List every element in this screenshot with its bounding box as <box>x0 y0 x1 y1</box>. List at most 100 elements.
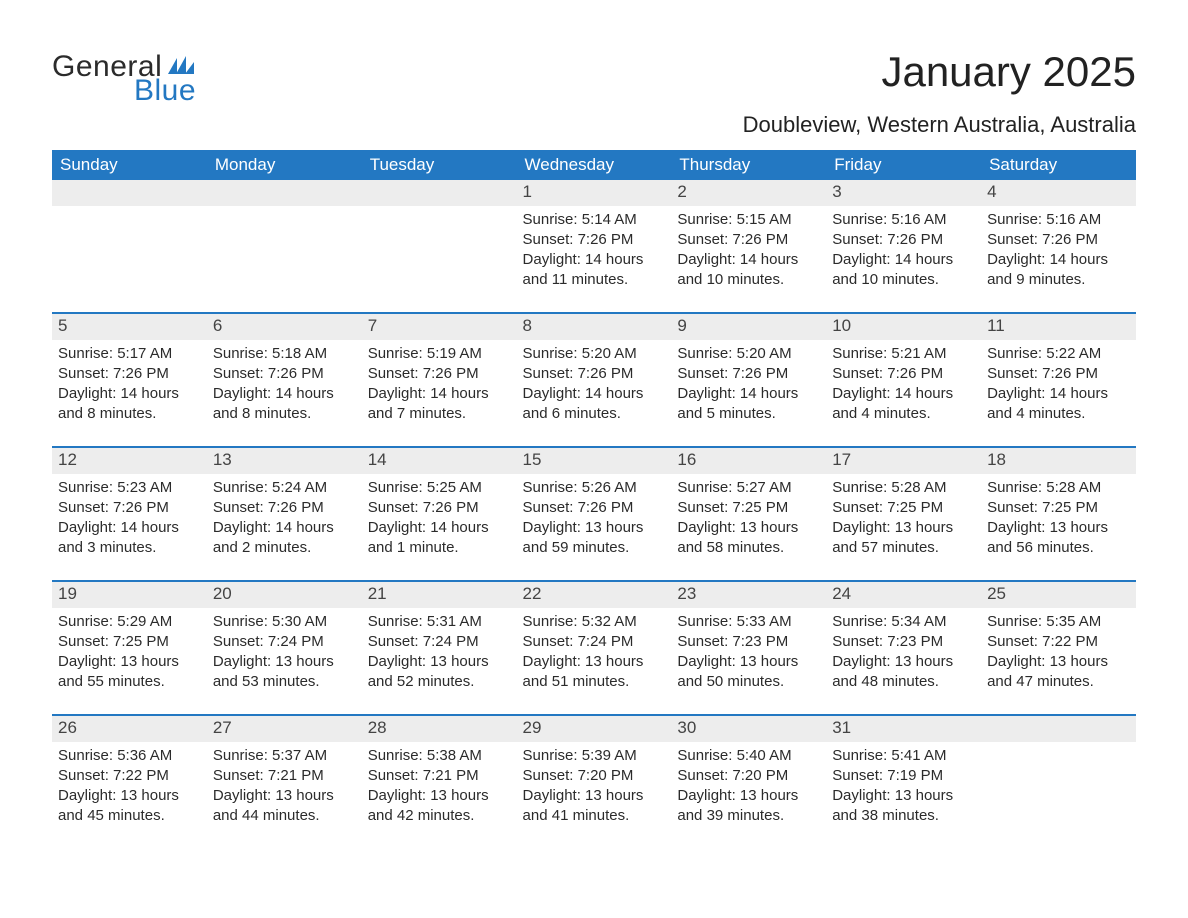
sunset-text: Sunset: 7:26 PM <box>832 230 975 250</box>
daylight-text: Daylight: 14 hours and 1 minute. <box>368 518 511 558</box>
sunrise-text: Sunrise: 5:20 AM <box>677 344 820 364</box>
page-title: January 2025 <box>743 48 1136 96</box>
daylight-text: Daylight: 14 hours and 7 minutes. <box>368 384 511 424</box>
sunrise-text: Sunrise: 5:22 AM <box>987 344 1130 364</box>
day-cell: Sunrise: 5:20 AMSunset: 7:26 PMDaylight:… <box>517 340 672 446</box>
sunset-text: Sunset: 7:20 PM <box>523 766 666 786</box>
sunset-text: Sunset: 7:19 PM <box>832 766 975 786</box>
day-cell: Sunrise: 5:24 AMSunset: 7:26 PMDaylight:… <box>207 474 362 580</box>
daylight-text: Daylight: 13 hours and 52 minutes. <box>368 652 511 692</box>
day-cell: Sunrise: 5:23 AMSunset: 7:26 PMDaylight:… <box>52 474 207 580</box>
day-number: 12 <box>52 446 207 474</box>
daylight-text: Daylight: 14 hours and 6 minutes. <box>523 384 666 424</box>
day-number: 24 <box>826 580 981 608</box>
day-number: 11 <box>981 312 1136 340</box>
day-number: 16 <box>671 446 826 474</box>
day-cell: Sunrise: 5:18 AMSunset: 7:26 PMDaylight:… <box>207 340 362 446</box>
daylight-text: Daylight: 13 hours and 57 minutes. <box>832 518 975 558</box>
day-cell: Sunrise: 5:28 AMSunset: 7:25 PMDaylight:… <box>981 474 1136 580</box>
day-cell: Sunrise: 5:21 AMSunset: 7:26 PMDaylight:… <box>826 340 981 446</box>
sunset-text: Sunset: 7:26 PM <box>523 498 666 518</box>
daylight-text: Daylight: 14 hours and 8 minutes. <box>213 384 356 424</box>
daylight-text: Daylight: 14 hours and 4 minutes. <box>832 384 975 424</box>
daylight-text: Daylight: 13 hours and 58 minutes. <box>677 518 820 558</box>
sunrise-text: Sunrise: 5:14 AM <box>523 210 666 230</box>
location-text: Doubleview, Western Australia, Australia <box>743 112 1136 138</box>
sunrise-text: Sunrise: 5:41 AM <box>832 746 975 766</box>
sunrise-text: Sunrise: 5:18 AM <box>213 344 356 364</box>
daylight-text: Daylight: 14 hours and 5 minutes. <box>677 384 820 424</box>
day-number: 29 <box>517 714 672 742</box>
daylight-text: Daylight: 14 hours and 10 minutes. <box>677 250 820 290</box>
day-cell: Sunrise: 5:35 AMSunset: 7:22 PMDaylight:… <box>981 608 1136 714</box>
daylight-text: Daylight: 13 hours and 50 minutes. <box>677 652 820 692</box>
sunset-text: Sunset: 7:26 PM <box>677 230 820 250</box>
sunrise-text: Sunrise: 5:37 AM <box>213 746 356 766</box>
day-cell: Sunrise: 5:38 AMSunset: 7:21 PMDaylight:… <box>362 742 517 848</box>
day-number: 1 <box>517 180 672 206</box>
day-cell: Sunrise: 5:33 AMSunset: 7:23 PMDaylight:… <box>671 608 826 714</box>
daylight-text: Daylight: 13 hours and 39 minutes. <box>677 786 820 826</box>
daylight-text: Daylight: 14 hours and 4 minutes. <box>987 384 1130 424</box>
daylight-text: Daylight: 13 hours and 59 minutes. <box>523 518 666 558</box>
daylight-text: Daylight: 13 hours and 47 minutes. <box>987 652 1130 692</box>
sunrise-text: Sunrise: 5:26 AM <box>523 478 666 498</box>
day-number: 31 <box>826 714 981 742</box>
sunrise-text: Sunrise: 5:33 AM <box>677 612 820 632</box>
sunrise-text: Sunrise: 5:36 AM <box>58 746 201 766</box>
day-cell: Sunrise: 5:39 AMSunset: 7:20 PMDaylight:… <box>517 742 672 848</box>
day-cell: Sunrise: 5:19 AMSunset: 7:26 PMDaylight:… <box>362 340 517 446</box>
day-number: 22 <box>517 580 672 608</box>
daylight-text: Daylight: 13 hours and 44 minutes. <box>213 786 356 826</box>
sunrise-text: Sunrise: 5:30 AM <box>213 612 356 632</box>
daylight-text: Daylight: 13 hours and 51 minutes. <box>523 652 666 692</box>
daybody-row: Sunrise: 5:29 AMSunset: 7:25 PMDaylight:… <box>52 608 1136 714</box>
calendar-page: General Blue January 2025 Doubleview, We… <box>0 0 1188 888</box>
daynum-row: 19202122232425 <box>52 580 1136 608</box>
header-row: General Blue January 2025 Doubleview, We… <box>52 48 1136 150</box>
col-tuesday: Tuesday <box>362 150 517 180</box>
day-number <box>981 714 1136 742</box>
calendar-table: Sunday Monday Tuesday Wednesday Thursday… <box>52 150 1136 848</box>
brand-logo: General Blue <box>52 52 196 106</box>
sunset-text: Sunset: 7:22 PM <box>58 766 201 786</box>
daylight-text: Daylight: 13 hours and 53 minutes. <box>213 652 356 692</box>
day-number: 14 <box>362 446 517 474</box>
day-cell: Sunrise: 5:37 AMSunset: 7:21 PMDaylight:… <box>207 742 362 848</box>
sunset-text: Sunset: 7:24 PM <box>213 632 356 652</box>
day-number: 18 <box>981 446 1136 474</box>
sunset-text: Sunset: 7:26 PM <box>987 364 1130 384</box>
sunrise-text: Sunrise: 5:16 AM <box>832 210 975 230</box>
day-cell <box>981 742 1136 848</box>
sunset-text: Sunset: 7:21 PM <box>368 766 511 786</box>
sunrise-text: Sunrise: 5:31 AM <box>368 612 511 632</box>
col-saturday: Saturday <box>981 150 1136 180</box>
daynum-row: 262728293031 <box>52 714 1136 742</box>
day-cell: Sunrise: 5:41 AMSunset: 7:19 PMDaylight:… <box>826 742 981 848</box>
weekday-header-row: Sunday Monday Tuesday Wednesday Thursday… <box>52 150 1136 180</box>
sunrise-text: Sunrise: 5:28 AM <box>987 478 1130 498</box>
sunrise-text: Sunrise: 5:23 AM <box>58 478 201 498</box>
day-number <box>207 180 362 206</box>
sunrise-text: Sunrise: 5:39 AM <box>523 746 666 766</box>
sunrise-text: Sunrise: 5:35 AM <box>987 612 1130 632</box>
daylight-text: Daylight: 14 hours and 2 minutes. <box>213 518 356 558</box>
day-cell: Sunrise: 5:22 AMSunset: 7:26 PMDaylight:… <box>981 340 1136 446</box>
day-cell: Sunrise: 5:34 AMSunset: 7:23 PMDaylight:… <box>826 608 981 714</box>
daylight-text: Daylight: 13 hours and 38 minutes. <box>832 786 975 826</box>
sunrise-text: Sunrise: 5:38 AM <box>368 746 511 766</box>
daylight-text: Daylight: 14 hours and 3 minutes. <box>58 518 201 558</box>
day-cell: Sunrise: 5:17 AMSunset: 7:26 PMDaylight:… <box>52 340 207 446</box>
day-cell: Sunrise: 5:15 AMSunset: 7:26 PMDaylight:… <box>671 206 826 312</box>
day-number: 7 <box>362 312 517 340</box>
sunrise-text: Sunrise: 5:17 AM <box>58 344 201 364</box>
sunrise-text: Sunrise: 5:28 AM <box>832 478 975 498</box>
day-number: 6 <box>207 312 362 340</box>
sunset-text: Sunset: 7:24 PM <box>523 632 666 652</box>
sunset-text: Sunset: 7:21 PM <box>213 766 356 786</box>
sunset-text: Sunset: 7:26 PM <box>368 498 511 518</box>
day-cell: Sunrise: 5:25 AMSunset: 7:26 PMDaylight:… <box>362 474 517 580</box>
sunset-text: Sunset: 7:26 PM <box>677 364 820 384</box>
col-sunday: Sunday <box>52 150 207 180</box>
day-number: 30 <box>671 714 826 742</box>
